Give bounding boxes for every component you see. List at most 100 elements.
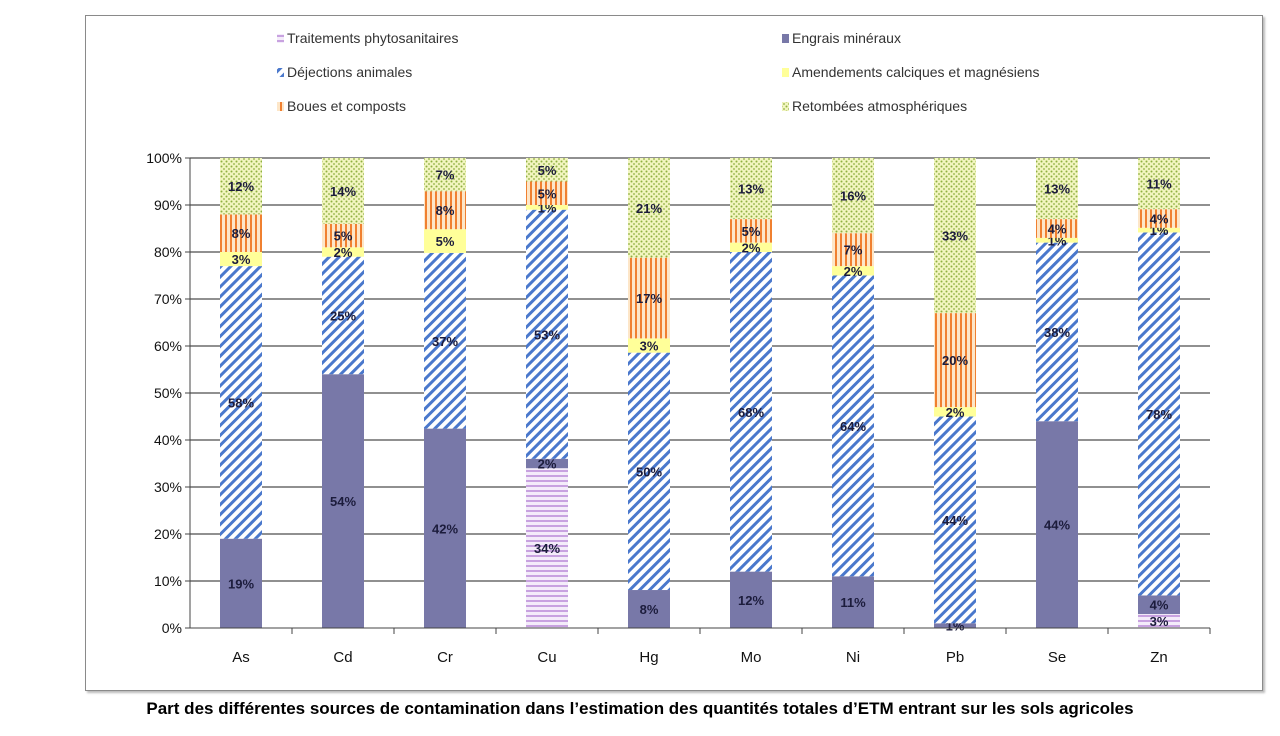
- data-label: 44%: [942, 513, 968, 528]
- data-label: 42%: [432, 521, 458, 536]
- bar-segment: [526, 205, 568, 210]
- y-tick-label: 40%: [154, 432, 182, 448]
- bar-segment: [730, 571, 772, 628]
- bar-segment: [832, 233, 874, 267]
- x-tick-label: Se: [1048, 649, 1066, 666]
- chart-title: Part des différentes sources de contamin…: [146, 699, 1134, 718]
- data-label: 8%: [436, 203, 455, 218]
- x-tick-label: Cu: [537, 649, 556, 666]
- x-tick-label: Cr: [437, 649, 453, 666]
- legend-label: Déjections animales: [287, 64, 412, 80]
- data-label: 4%: [1150, 598, 1169, 613]
- y-tick-label: 80%: [154, 244, 182, 260]
- data-label: 2%: [946, 405, 965, 420]
- data-label: 20%: [942, 353, 968, 368]
- bar-segment: [526, 181, 568, 205]
- legend-swatch: [782, 102, 789, 111]
- data-label: 37%: [432, 334, 458, 349]
- data-label: 68%: [738, 405, 764, 420]
- bar-segment: [628, 590, 670, 628]
- bar-segment: [1138, 595, 1180, 615]
- bar-segment: [1036, 158, 1078, 220]
- bar-segment: [424, 158, 466, 192]
- data-label: 50%: [636, 464, 662, 479]
- data-label: 19%: [228, 576, 254, 591]
- data-label: 8%: [232, 226, 251, 241]
- data-label: 14%: [330, 184, 356, 199]
- data-label: 8%: [640, 602, 659, 617]
- data-label: 5%: [538, 186, 557, 201]
- data-label: 13%: [738, 182, 764, 197]
- y-tick-label: 10%: [154, 573, 182, 589]
- bar-segment: [424, 191, 466, 230]
- data-label: 4%: [1150, 211, 1169, 226]
- data-label: 3%: [232, 252, 251, 267]
- bar-segment: [1036, 421, 1078, 628]
- y-tick-label: 90%: [154, 197, 182, 213]
- bar-segment: [934, 416, 976, 624]
- bar-segment: [934, 158, 976, 314]
- bar-segment: [730, 158, 772, 220]
- bar-segment: [220, 252, 262, 267]
- data-label: 12%: [228, 179, 254, 194]
- data-label: 3%: [1150, 614, 1169, 629]
- data-label: 25%: [330, 308, 356, 323]
- bar-segment: [628, 158, 670, 258]
- data-label: 54%: [330, 494, 356, 509]
- data-label: 5%: [742, 224, 761, 239]
- bar-segment: [832, 576, 874, 628]
- bar-segment: [322, 374, 364, 628]
- x-tick-label: Ni: [846, 649, 860, 666]
- bar-segment: [220, 158, 262, 215]
- data-label: 13%: [1044, 182, 1070, 197]
- bar-segment: [526, 209, 568, 459]
- bar-segment: [1138, 232, 1180, 596]
- bar-segment: [730, 252, 772, 572]
- bar-segment: [424, 252, 466, 429]
- bar-segment: [832, 266, 874, 276]
- data-label: 53%: [534, 327, 560, 342]
- data-label: 58%: [228, 395, 254, 410]
- data-label: 34%: [534, 541, 560, 556]
- legend-label: Amendements calciques et magnésiens: [792, 64, 1039, 80]
- bar-segment: [220, 214, 262, 252]
- data-label: 5%: [436, 234, 455, 249]
- legend-label: Retombées atmosphériques: [792, 98, 967, 114]
- data-label: 2%: [742, 240, 761, 255]
- legend-swatch: [782, 68, 789, 77]
- data-label: 2%: [538, 457, 557, 472]
- x-tick-label: Mo: [741, 649, 762, 666]
- legend-swatch: [277, 68, 284, 77]
- data-label: 12%: [738, 593, 764, 608]
- bar-segment: [322, 223, 364, 248]
- y-tick-label: 60%: [154, 338, 182, 354]
- bar-segment: [1036, 219, 1078, 238]
- data-label: 2%: [844, 264, 863, 279]
- bar-segment: [322, 247, 364, 257]
- bar-segment: [1138, 158, 1180, 210]
- bar-segment: [628, 352, 670, 591]
- y-tick-label: 20%: [154, 526, 182, 542]
- y-tick-label: 100%: [146, 150, 182, 166]
- data-label: 17%: [636, 291, 662, 306]
- x-tick-label: Cd: [333, 649, 352, 666]
- data-label: 44%: [1044, 518, 1070, 533]
- bar-segment: [1138, 614, 1180, 628]
- bar-segment: [424, 428, 466, 628]
- data-label: 2%: [334, 245, 353, 260]
- legend-swatch: [782, 34, 789, 43]
- data-label: 5%: [538, 163, 557, 178]
- bar-segment: [1036, 242, 1078, 422]
- x-tick-label: As: [232, 649, 250, 666]
- legend-swatch: [277, 34, 284, 43]
- legend-swatch: [277, 102, 284, 111]
- data-label: 33%: [942, 229, 968, 244]
- x-tick-label: Pb: [946, 649, 964, 666]
- bar-segment: [424, 229, 466, 253]
- bar-segment: [832, 158, 874, 234]
- bar-segment: [220, 266, 262, 539]
- data-label: 3%: [640, 339, 659, 354]
- bar-segment: [526, 458, 568, 469]
- bar-segment: [628, 257, 670, 339]
- stacked-bar-chart: 19%58%3%8%12%54%25%2%5%14%42%37%5%8%7%34…: [146, 30, 1211, 666]
